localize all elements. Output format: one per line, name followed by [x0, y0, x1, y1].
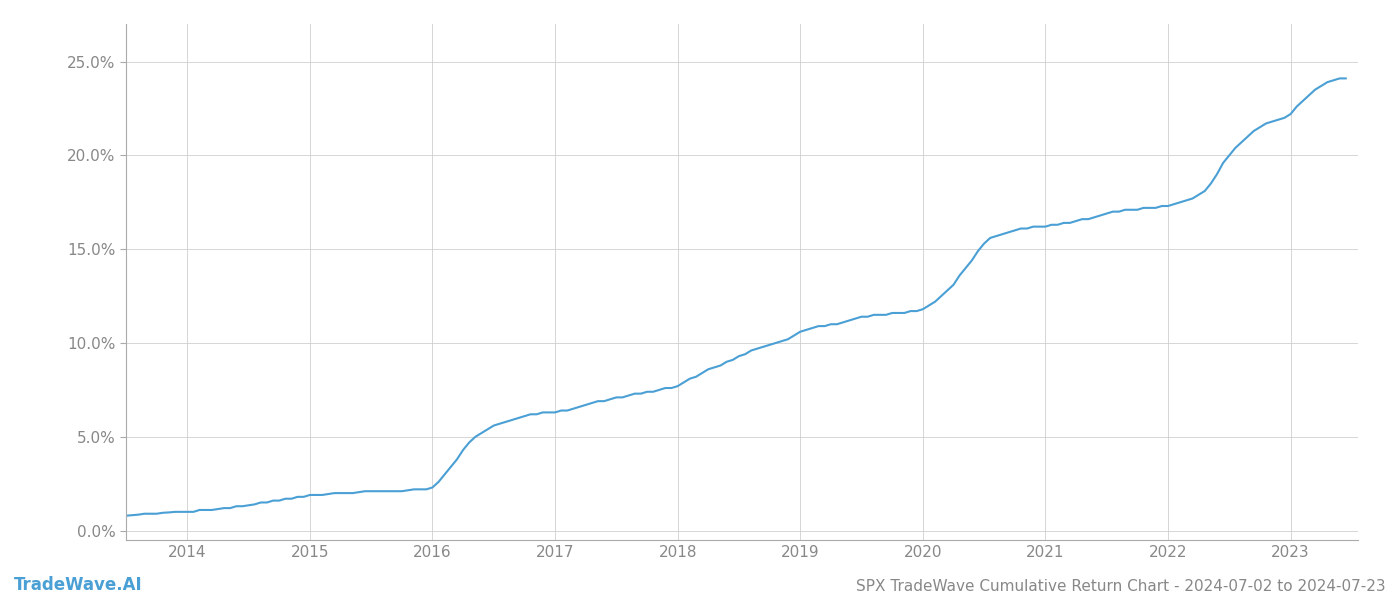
Text: SPX TradeWave Cumulative Return Chart - 2024-07-02 to 2024-07-23: SPX TradeWave Cumulative Return Chart - …: [857, 579, 1386, 594]
Text: TradeWave.AI: TradeWave.AI: [14, 576, 143, 594]
